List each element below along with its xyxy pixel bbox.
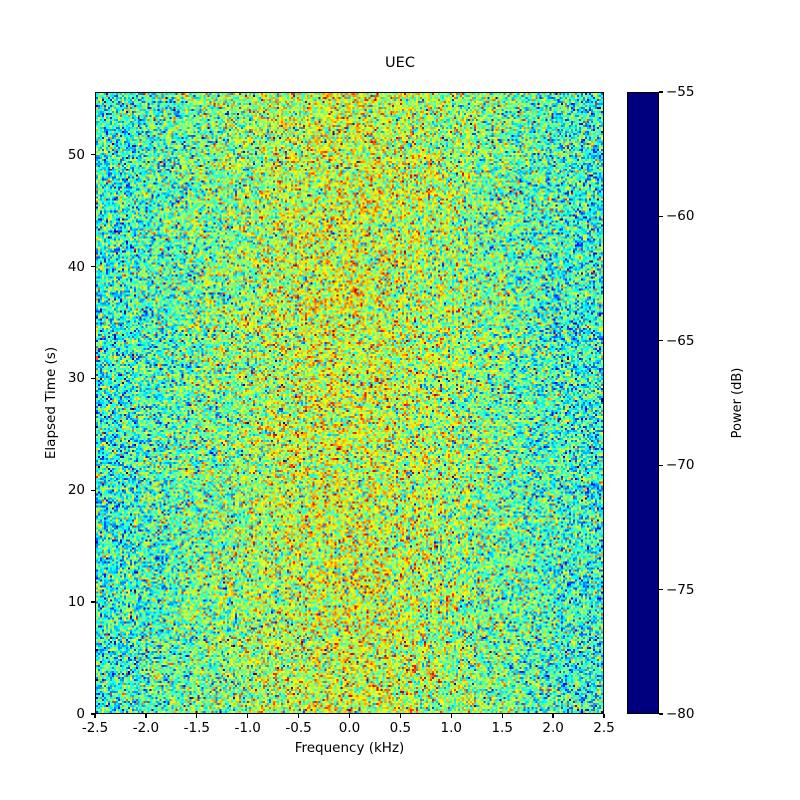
y-tick-mark xyxy=(91,713,95,715)
x-tick-mark xyxy=(399,714,402,718)
x-tick-label: -1.0 xyxy=(234,720,261,736)
colorbar xyxy=(627,92,659,714)
y-tick-mark xyxy=(91,153,95,156)
x-tick-mark xyxy=(450,714,452,718)
colorbar-tick-label: −80 xyxy=(666,706,695,722)
y-tick-label: 0 xyxy=(76,706,85,722)
colorbar-tick-mark xyxy=(659,713,663,715)
x-tick-mark xyxy=(196,714,198,718)
x-tick-label: -2.0 xyxy=(132,720,160,736)
colorbar-tick-mark xyxy=(659,588,663,591)
x-tick-label: 2.0 xyxy=(542,720,564,736)
y-tick-mark xyxy=(91,601,95,603)
colorbar-gradient xyxy=(628,93,658,713)
y-tick-mark xyxy=(91,265,95,268)
x-tick-label: 2.5 xyxy=(593,720,615,736)
x-tick-mark xyxy=(552,714,554,718)
x-tick-mark xyxy=(297,714,300,718)
x-tick-mark xyxy=(603,714,605,718)
x-tick-label: -0.5 xyxy=(285,720,312,736)
colorbar-label: Power (dB) xyxy=(729,367,745,439)
colorbar-tick-mark xyxy=(659,215,663,218)
colorbar-tick-mark xyxy=(659,464,663,466)
y-tick-mark xyxy=(91,377,95,380)
x-tick-mark xyxy=(348,714,351,718)
x-tick-mark xyxy=(145,714,147,718)
colorbar-tick-label: −70 xyxy=(666,457,695,474)
x-tick-label: 1.0 xyxy=(440,720,463,736)
colorbar-tick-label: −55 xyxy=(666,84,695,100)
colorbar-tick-label: −65 xyxy=(666,332,695,349)
x-tick-label: -1.5 xyxy=(183,720,210,736)
colorbar-tick-label: −60 xyxy=(666,208,695,225)
title-line-station: UEC xyxy=(385,55,415,71)
x-tick-label: 0.0 xyxy=(338,720,361,736)
x-tick-mark xyxy=(501,714,503,718)
x-tick-mark xyxy=(247,714,249,718)
y-tick-label: 20 xyxy=(67,482,85,499)
spectrogram-heatmap xyxy=(96,93,603,713)
colorbar-tick-label: −75 xyxy=(666,581,695,598)
y-tick-label: 30 xyxy=(67,370,85,387)
x-tick-label: 1.5 xyxy=(491,720,513,736)
y-tick-label: 50 xyxy=(67,146,85,163)
y-tick-label: 40 xyxy=(67,258,85,275)
colorbar-tick-mark xyxy=(659,91,663,93)
y-tick-mark xyxy=(91,489,95,491)
y-axis-label: Elapsed Time (s) xyxy=(43,346,60,460)
y-tick-label: 10 xyxy=(67,594,85,611)
x-tick-mark xyxy=(94,714,96,718)
x-tick-label: 0.5 xyxy=(389,720,412,736)
spectrogram-plot-area xyxy=(95,92,604,714)
x-axis-label: Frequency (kHz) xyxy=(294,740,405,756)
x-tick-label: -2.5 xyxy=(81,720,109,736)
colorbar-tick-mark xyxy=(659,340,663,342)
